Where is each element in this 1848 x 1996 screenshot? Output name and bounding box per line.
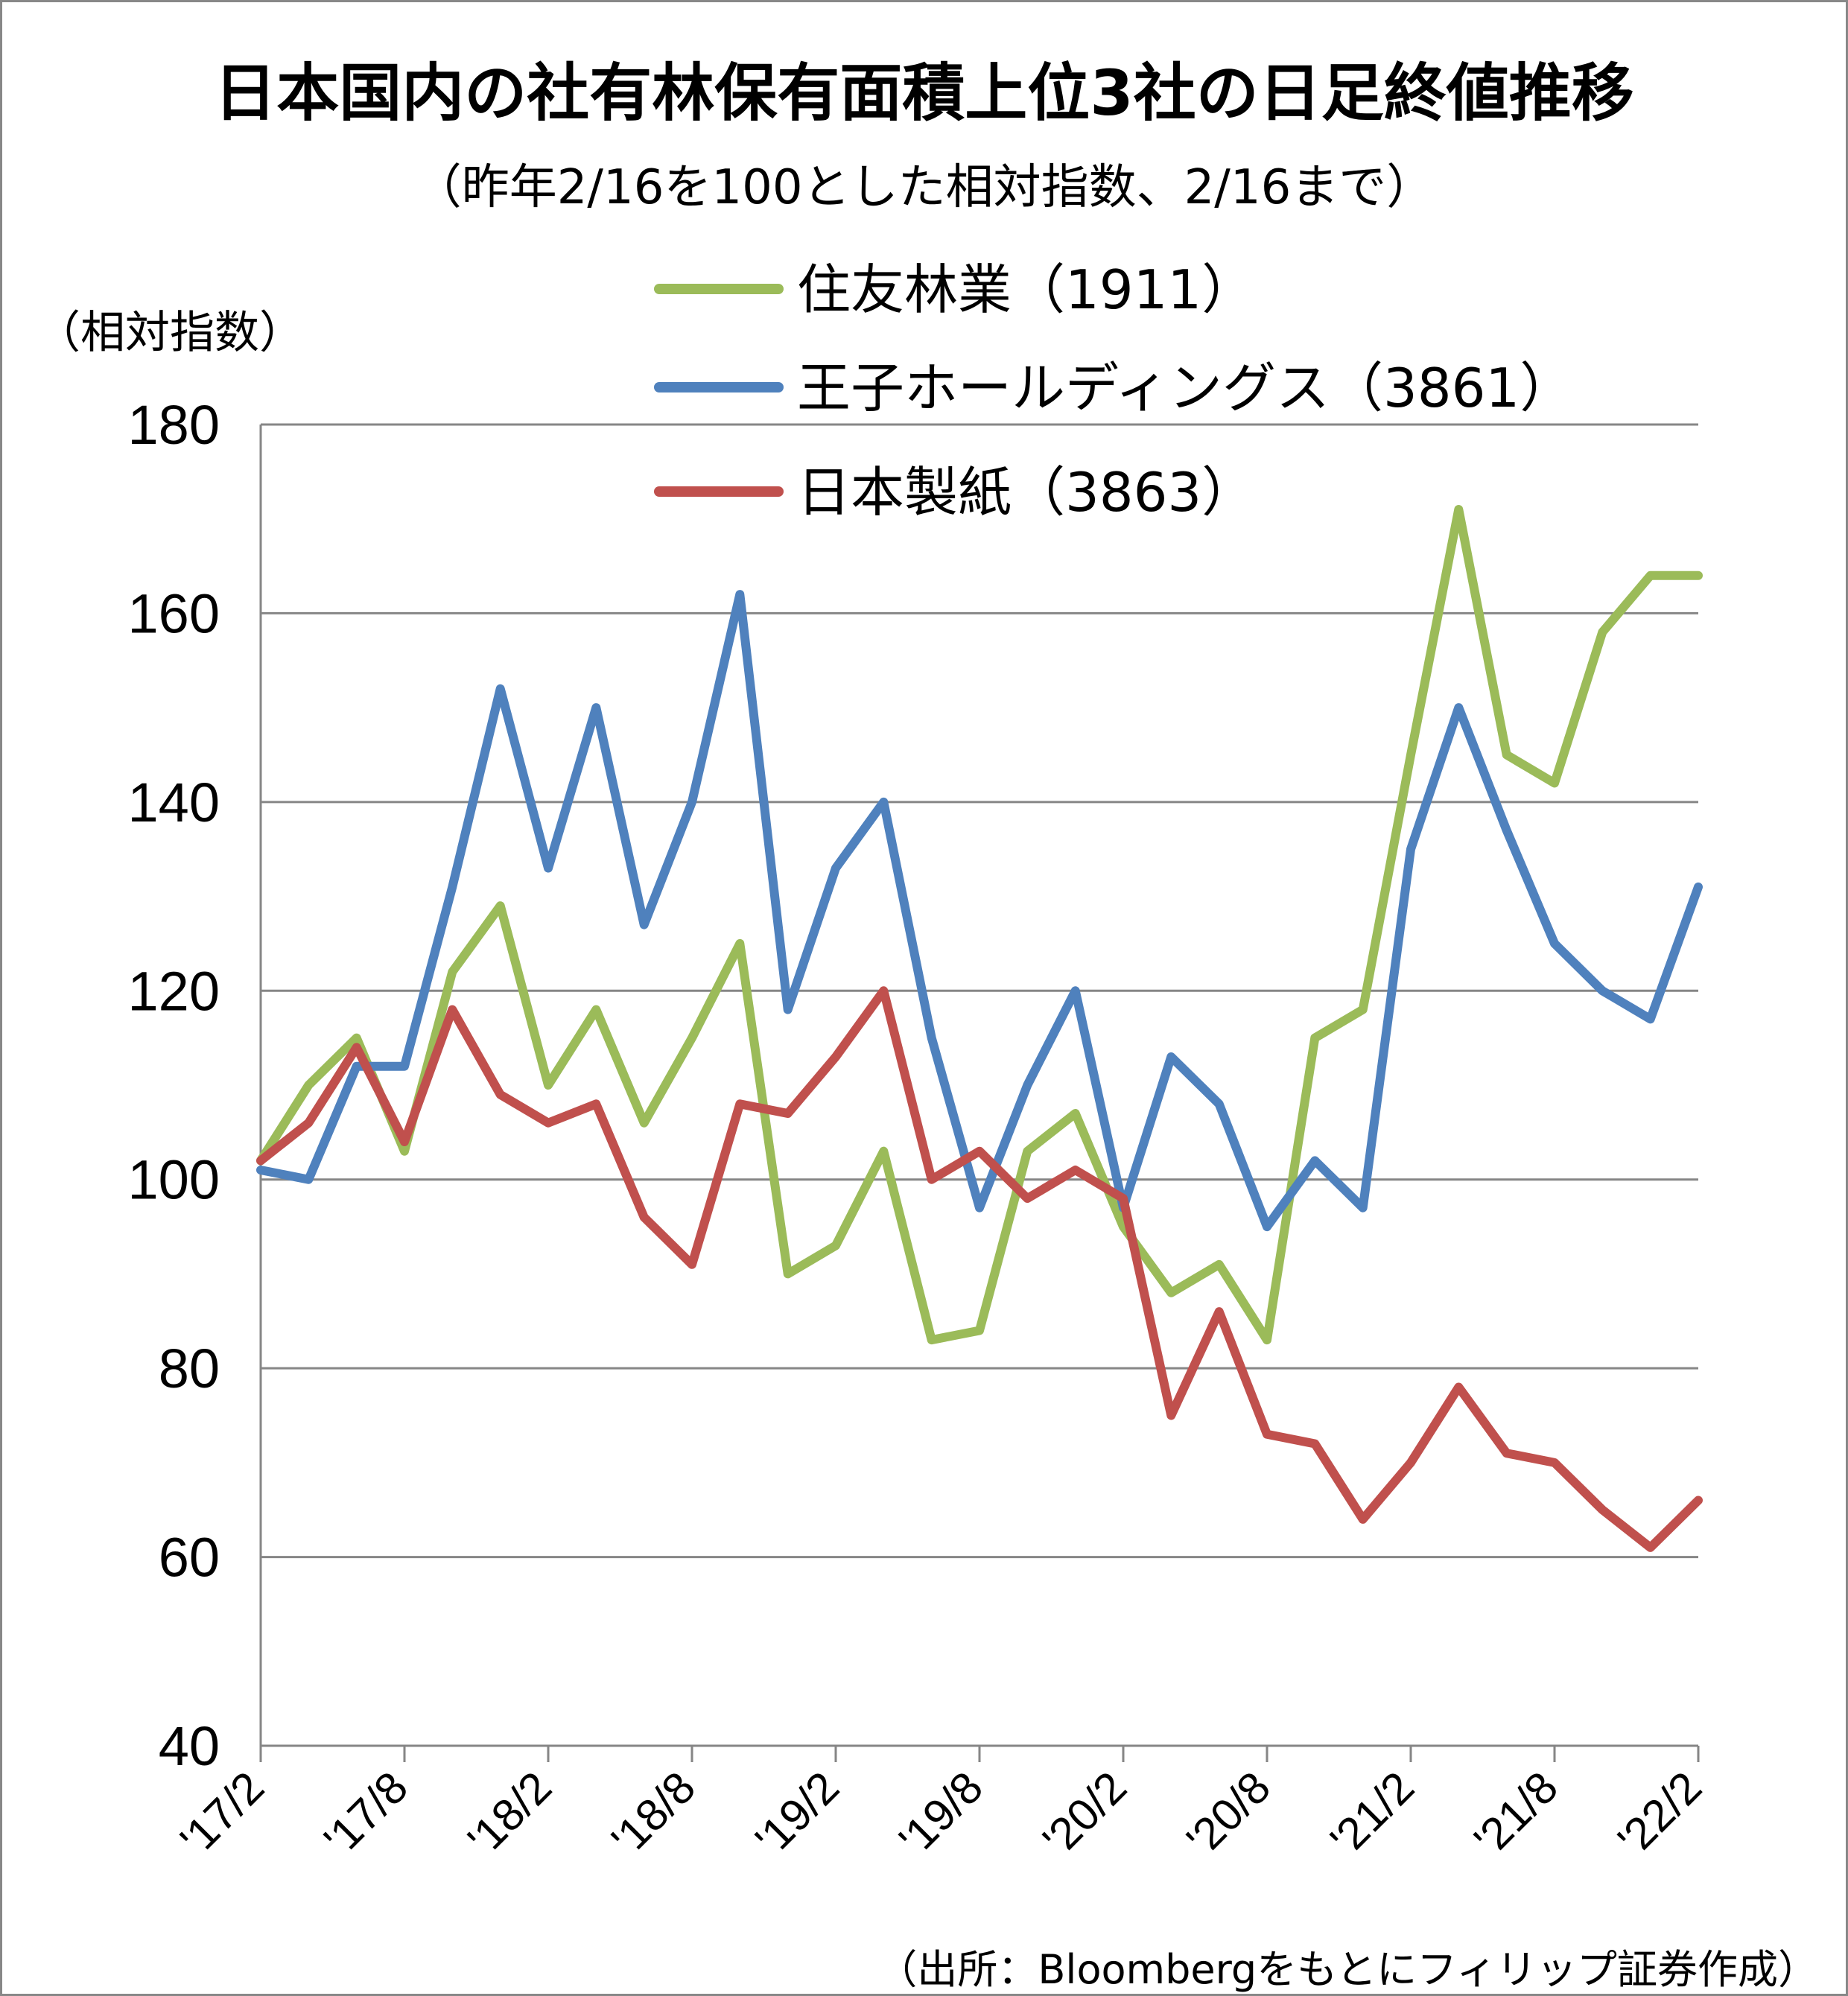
source-note: （出所：Bloombergをもとにフィリップ証券作成） [877,1946,1818,1993]
x-tick-label: '17/8 [314,1762,417,1865]
x-tick-label: '18/8 [602,1762,705,1865]
x-tick-label: '20/2 [1033,1762,1136,1865]
legend-label: 日本製紙（3863） [797,461,1255,524]
y-tick-label: 180 [128,394,220,456]
y-tick-label: 60 [159,1527,220,1589]
x-tick-label: '18/2 [458,1762,561,1865]
y-tick-label: 100 [128,1149,220,1211]
legend-label: 住友林業（1911） [797,258,1255,321]
y-tick-label: 40 [159,1715,220,1777]
y-tick-label: 80 [159,1338,220,1399]
x-tick-label: '22/2 [1608,1762,1711,1865]
series-line [256,590,1703,1232]
x-tick-label: '19/8 [889,1762,992,1865]
series-line [256,505,1703,1345]
y-tick-label: 140 [128,772,220,833]
series-line [256,986,1703,1552]
chart-subtitle: （昨年2/16を100とした相対指数、2/16まで） [413,160,1435,215]
y-tick-label: 120 [128,960,220,1022]
x-tick-label: '21/2 [1321,1762,1423,1865]
x-tick-label: '17/2 [171,1762,273,1865]
x-tick-label: '21/8 [1464,1762,1567,1865]
y-axis-label: （相対指数） [36,307,304,359]
x-tick-label: '20/8 [1177,1762,1280,1865]
chart-title: 日本国内の社有林保有面積上位3社の日足終値推移 [214,57,1634,130]
legend-label: 王子ホールディングス（3861） [797,357,1573,419]
y-tick-label: 160 [128,582,220,644]
x-tick-label: '19/2 [746,1762,848,1865]
